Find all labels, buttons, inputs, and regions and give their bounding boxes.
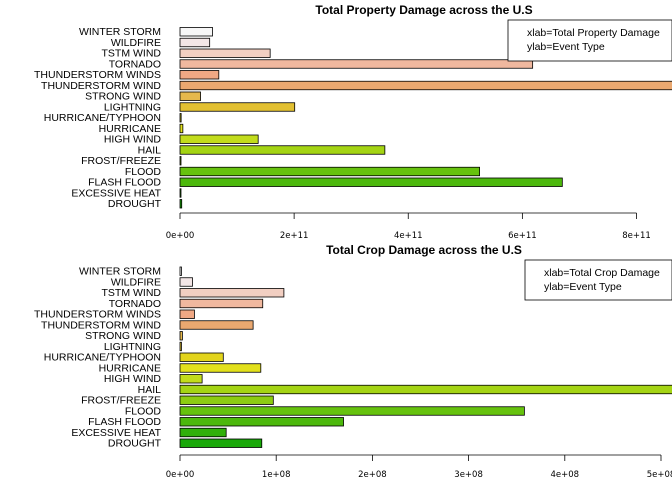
x-tick-label: 2e+08 [358, 470, 387, 480]
bar-flood [179, 406, 525, 416]
category-label: THUNDERSTORM WIND [41, 319, 161, 331]
bar-tornado [179, 298, 264, 309]
category-label: TSTM WIND [102, 287, 162, 299]
category-label: THUNDERSTORM WINDS [34, 309, 161, 321]
property-damage-panel: Total Property Damage across the U.S WINT… [34, 3, 672, 241]
category-label: TORNADO [109, 298, 161, 310]
bar-flash-flood [179, 177, 563, 187]
category-label: FROST/FREEZE [81, 395, 161, 407]
bar-frost-freeze [179, 395, 274, 405]
legend-box [524, 259, 672, 301]
category-label: LIGHTNING [104, 341, 161, 353]
bar-wildfire [179, 37, 211, 48]
legend-entry: ylab=Event Type [544, 281, 622, 293]
chart-title: Total Property Damage across the U.S [315, 3, 532, 17]
chart-title: Total Crop Damage across the U.S [326, 243, 522, 257]
bar-hurricane [179, 363, 262, 373]
bar-tstm-wind [179, 48, 271, 58]
legend-entry: ylab=Event Type [527, 41, 605, 53]
category-label: HAIL [138, 144, 162, 156]
legend-entry: xlab=Total Crop Damage [544, 267, 660, 279]
bar-hurricane-typhoon [179, 113, 182, 123]
category-label: WINTER STORM [79, 26, 161, 38]
bar-thunderstorm-wind [179, 80, 672, 91]
bar-drought [179, 438, 263, 448]
bar-excessive-heat [179, 188, 182, 198]
bar-hail [179, 145, 386, 155]
category-label: HIGH WIND [104, 373, 162, 385]
category-label: HAIL [138, 384, 162, 396]
category-label: FLASH FLOOD [88, 416, 161, 428]
bar-hail [179, 384, 672, 395]
category-label: LIGHTNING [104, 101, 161, 113]
legend: xlab=Total Property Damage ylab=Event Typ… [507, 19, 672, 62]
category-label: STRONG WIND [85, 330, 161, 342]
category-label: HIGH WIND [104, 134, 162, 146]
category-label: FLOOD [125, 405, 162, 417]
category-label: EXCESSIVE HEAT [71, 187, 161, 199]
bar-wildfire [179, 277, 193, 287]
bar-winter-storm [179, 27, 213, 37]
bar-hurricane-typhoon [179, 352, 224, 362]
bar-lightning [179, 341, 182, 352]
crop-damage-panel: Total Crop Damage across the U.S WINTER S… [34, 243, 672, 480]
bar-winter-storm [179, 266, 182, 276]
bar-strong-wind [179, 331, 183, 341]
category-label: HURRICANE [99, 362, 161, 374]
bar-thunderstorm-wind [179, 320, 254, 330]
x-tick-label: 3e+08 [454, 470, 483, 480]
category-label: HURRICANE/TYPHOON [44, 352, 161, 364]
bar-thunderstorm-winds [179, 70, 220, 80]
bar-frost-freeze [179, 156, 182, 166]
legend-box [507, 19, 672, 62]
category-label: STRONG WIND [85, 91, 161, 103]
legend: xlab=Total Crop Damage ylab=Event Type [524, 259, 672, 301]
x-tick-label: 8e+11 [622, 231, 651, 241]
bar-hurricane [179, 123, 184, 134]
x-tick-label: 6e+11 [508, 231, 537, 241]
bar-drought [179, 199, 183, 209]
category-label: FLOOD [125, 166, 162, 178]
x-tick-label: 4e+11 [394, 231, 423, 241]
category-label: DROUGHT [108, 438, 162, 450]
x-tick-label: 2e+11 [280, 231, 309, 241]
category-label: FLASH FLOOD [88, 177, 161, 189]
category-label: WILDFIRE [111, 37, 161, 49]
bar-tstm-wind [179, 288, 285, 298]
category-label: THUNDERSTORM WIND [41, 80, 161, 92]
x-tick-label: 4e+08 [551, 470, 580, 480]
bar-lightning [179, 102, 296, 112]
category-label: EXCESSIVE HEAT [71, 427, 161, 439]
bar-thunderstorm-winds [179, 309, 195, 319]
category-label: FROST/FREEZE [81, 155, 161, 167]
category-label: HURRICANE/TYPHOON [44, 112, 161, 124]
category-label: TORNADO [109, 58, 161, 70]
x-tick-label: 0e+00 [166, 470, 195, 480]
legend-entry: xlab=Total Property Damage [527, 27, 660, 39]
x-tick-label: 1e+08 [262, 470, 291, 480]
category-label: THUNDERSTORM WINDS [34, 69, 161, 81]
category-label: WILDFIRE [111, 276, 161, 288]
bar-flash-flood [179, 417, 344, 427]
bar-excessive-heat [179, 427, 227, 438]
category-label: WINTER STORM [79, 266, 161, 278]
bar-flood [179, 166, 480, 177]
x-tick-label: 0e+00 [166, 231, 195, 241]
x-tick-label: 5e+08 [647, 470, 672, 480]
category-label: HURRICANE [99, 123, 161, 135]
category-label: DROUGHT [108, 198, 162, 210]
bar-strong-wind [179, 91, 201, 101]
bar-high-wind [179, 374, 203, 384]
bar-high-wind [179, 134, 259, 144]
category-label: TSTM WIND [102, 48, 162, 60]
bar-tornado [179, 59, 534, 69]
